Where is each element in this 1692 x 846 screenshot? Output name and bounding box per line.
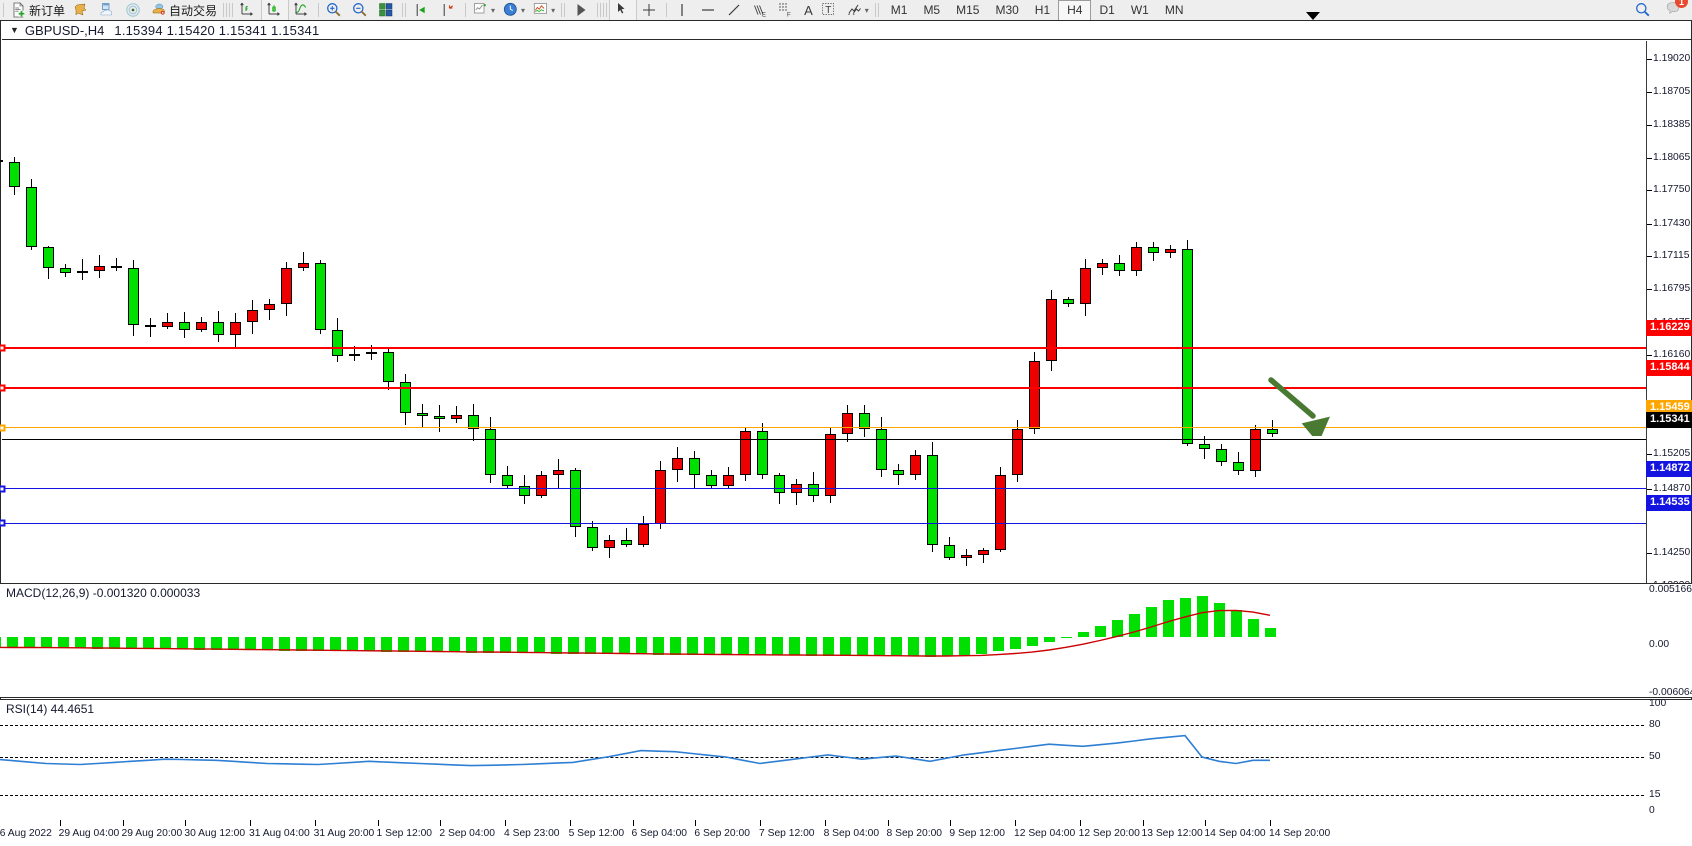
- svg-text:F: F: [787, 13, 791, 19]
- svg-text:T: T: [825, 5, 831, 16]
- svg-text:E: E: [762, 13, 766, 19]
